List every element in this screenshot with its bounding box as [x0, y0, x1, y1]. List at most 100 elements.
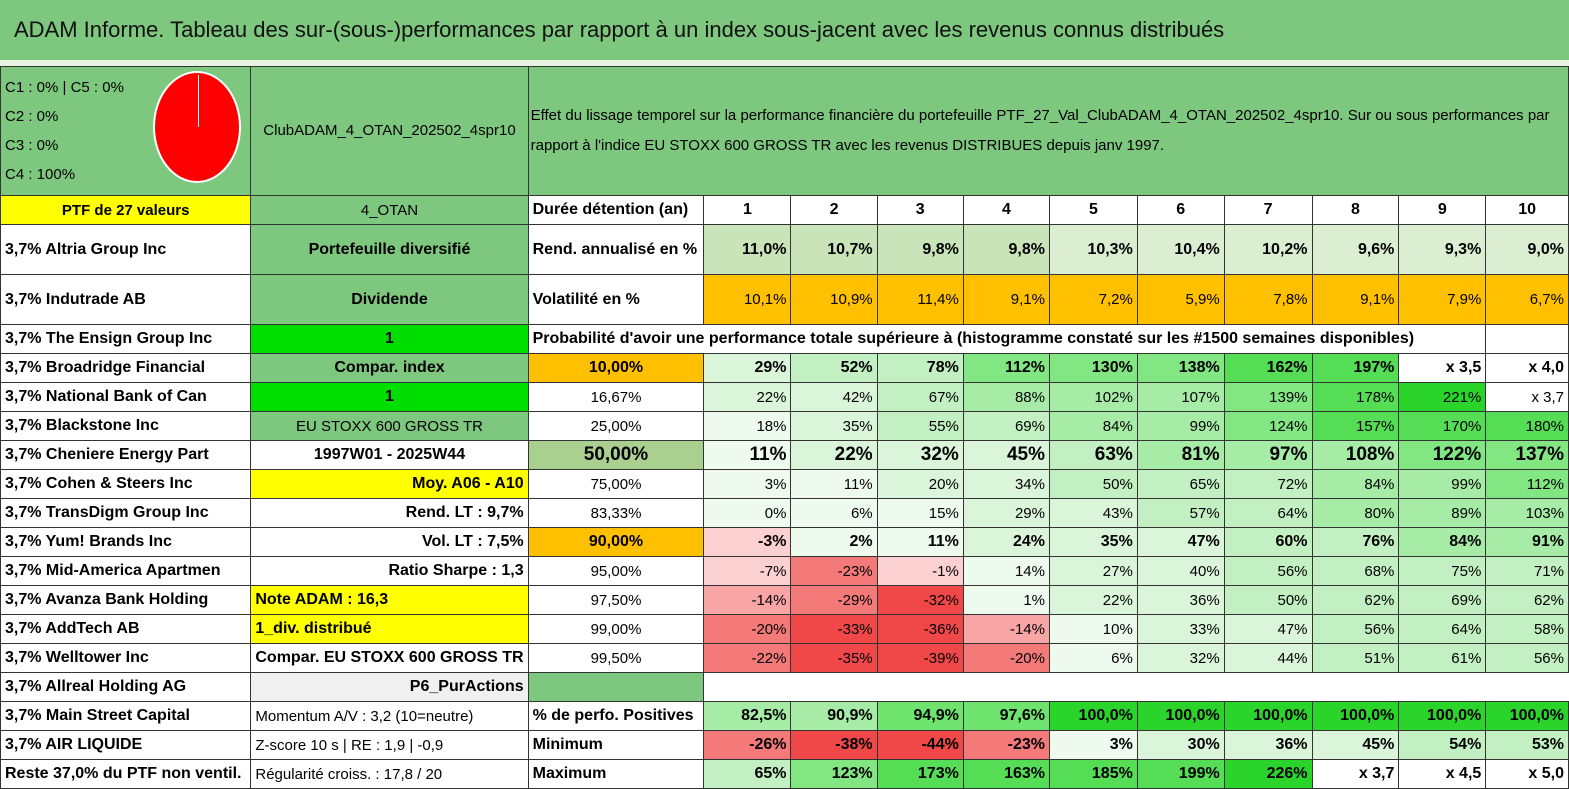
probability-value: -7%: [703, 556, 792, 586]
vol-value: 9,1%: [1311, 274, 1400, 325]
stat-value: 94,9%: [876, 701, 964, 731]
info-cell: Vol. LT : 7,5%: [250, 527, 529, 557]
info-cell: Rend. LT : 9,7%: [250, 498, 529, 528]
stat-value: x 5,0: [1485, 759, 1569, 789]
probability-value: 178%: [1311, 382, 1400, 412]
probability-value: 62%: [1311, 585, 1400, 615]
duration-header-9: 9: [1398, 195, 1487, 225]
vol-value: 5,9%: [1136, 274, 1225, 325]
holding-row: 3,7% Indutrade AB: [0, 274, 252, 325]
probability-value: 56%: [1311, 614, 1400, 644]
vol-value: 10,9%: [790, 274, 878, 325]
threshold-cell: 50,00%: [527, 440, 705, 470]
stat-value: 3%: [1049, 730, 1138, 760]
legend-c4: C4 : 100%: [5, 166, 76, 183]
probability-value: 43%: [1049, 498, 1138, 528]
probability-value: 33%: [1136, 614, 1225, 644]
probability-value: 27%: [1049, 556, 1138, 586]
probability-value: 63%: [1049, 440, 1138, 470]
duration-label: Durée détention (an): [527, 195, 705, 225]
probability-value: 221%: [1398, 382, 1487, 412]
holding-row: 3,7% Mid-America Apartmen: [0, 556, 252, 586]
duration-header-2: 2: [790, 195, 878, 225]
duration-header-3: 3: [876, 195, 964, 225]
probability-value: 29%: [962, 498, 1051, 528]
probability-value: 10%: [1049, 614, 1138, 644]
probability-value: 67%: [876, 382, 964, 412]
legend-c3: C3 : 0%: [5, 137, 59, 154]
probability-value: 64%: [1398, 614, 1487, 644]
probability-value: -35%: [790, 643, 878, 673]
stat-value: 100,0%: [1398, 701, 1487, 731]
rend-value: 9,3%: [1398, 224, 1487, 275]
probability-value: 11%: [703, 440, 792, 470]
probability-value: 55%: [876, 411, 964, 441]
probability-value: x 4,0: [1485, 353, 1569, 383]
probability-value: 11%: [790, 469, 878, 499]
probability-value: 2%: [790, 527, 878, 557]
threshold-cell: 95,00%: [527, 556, 705, 586]
probability-value: -33%: [790, 614, 878, 644]
stat-value: 163%: [962, 759, 1051, 789]
stat-label: Maximum: [527, 759, 705, 789]
probability-value: 32%: [1136, 643, 1225, 673]
probability-value: 22%: [790, 440, 878, 470]
probability-value: 56%: [1223, 556, 1313, 586]
title-divider: [0, 60, 1569, 66]
stat-value: 123%: [790, 759, 878, 789]
probability-value: 112%: [962, 353, 1051, 383]
stat-label: Minimum: [527, 730, 705, 760]
probability-value: 69%: [962, 411, 1051, 441]
probability-value: -14%: [703, 585, 792, 615]
probability-value: 11%: [876, 527, 964, 557]
vol-value: 11,4%: [876, 274, 964, 325]
probability-value: 81%: [1136, 440, 1225, 470]
info-cell: EU STOXX 600 GROSS TR: [250, 411, 529, 441]
probability-value: 84%: [1398, 527, 1487, 557]
probability-value: 56%: [1485, 643, 1569, 673]
probability-value: 99%: [1136, 411, 1225, 441]
probability-value: 22%: [1049, 585, 1138, 615]
stat-value: 199%: [1136, 759, 1225, 789]
holding-row: 3,7% Broadridge Financial: [0, 353, 252, 383]
probability-value: 50%: [1223, 585, 1313, 615]
threshold-cell: 97,50%: [527, 585, 705, 615]
probability-value: 72%: [1223, 469, 1313, 499]
probability-value: -39%: [876, 643, 964, 673]
info-cell: Dividende: [250, 274, 529, 325]
probability-value: -23%: [790, 556, 878, 586]
stat-value: x 4,5: [1398, 759, 1487, 789]
stat-value: 100,0%: [1311, 701, 1400, 731]
probability-value: 197%: [1311, 353, 1400, 383]
stat-value: 54%: [1398, 730, 1487, 760]
probability-value: -29%: [790, 585, 878, 615]
holding-row: 3,7% AIR LIQUIDE: [0, 730, 252, 760]
rend-value: 10,2%: [1223, 224, 1313, 275]
info-cell: 1_div. distribué: [250, 614, 529, 644]
stat-value: -26%: [703, 730, 792, 760]
probability-value: 99%: [1398, 469, 1487, 499]
probability-value: 6%: [1049, 643, 1138, 673]
holding-row: 3,7% National Bank of Can: [0, 382, 252, 412]
pie-divider: [198, 75, 199, 127]
vol-value: 10,1%: [703, 274, 792, 325]
probability-value: 80%: [1311, 498, 1400, 528]
stat-value: 100,0%: [1485, 701, 1569, 731]
probability-value: -32%: [876, 585, 964, 615]
vol-value: 9,1%: [962, 274, 1051, 325]
threshold-cell: 25,00%: [527, 411, 705, 441]
duration-header-6: 6: [1136, 195, 1225, 225]
info-cell: Portefeuille diversifié: [250, 224, 529, 275]
probability-value: -1%: [876, 556, 964, 586]
vol-value: 7,9%: [1398, 274, 1487, 325]
stat-value: 173%: [876, 759, 964, 789]
probability-value: 47%: [1223, 614, 1313, 644]
probability-value: 112%: [1485, 469, 1569, 499]
probability-value: 20%: [876, 469, 964, 499]
allocation-pie-chart: [153, 71, 241, 183]
ptf-label: PTF de 27 valeurs: [0, 195, 252, 225]
probability-value: 91%: [1485, 527, 1569, 557]
probability-value: 107%: [1136, 382, 1225, 412]
probability-value: 108%: [1311, 440, 1400, 470]
probability-value: 180%: [1485, 411, 1569, 441]
